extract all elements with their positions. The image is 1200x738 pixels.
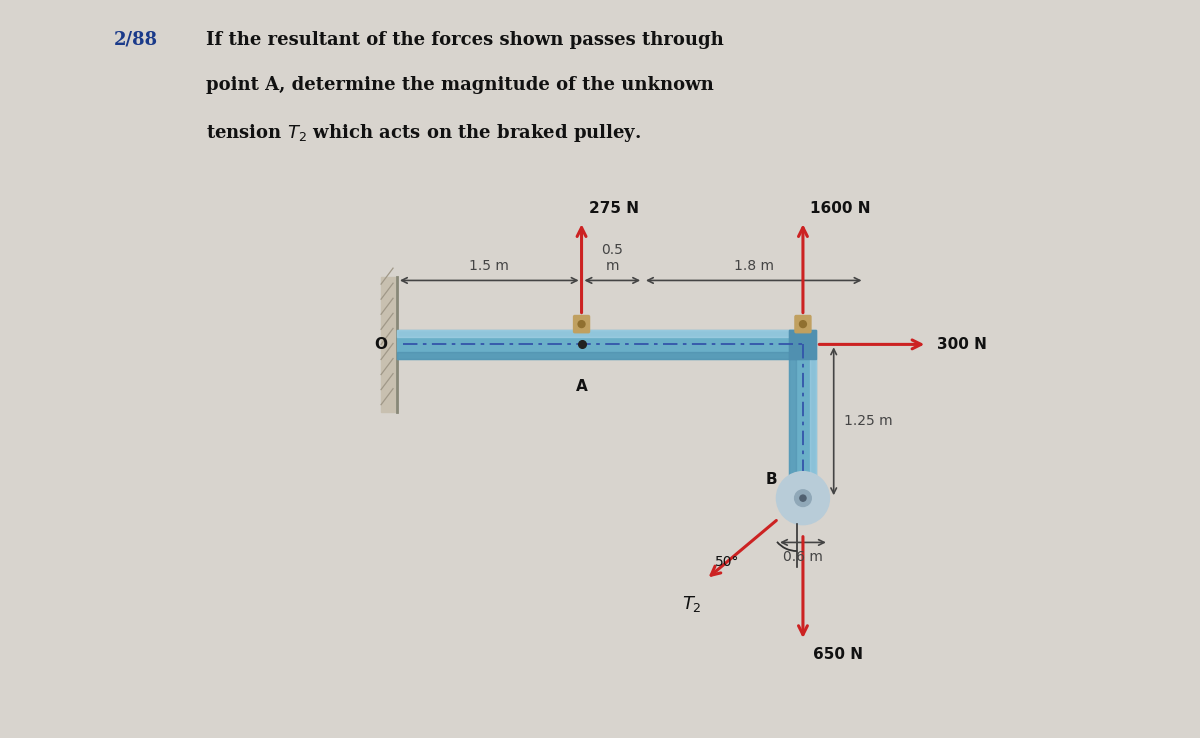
Text: 0.5
m: 0.5 m xyxy=(601,243,623,273)
Text: 275 N: 275 N xyxy=(589,201,638,216)
Circle shape xyxy=(578,321,584,328)
Circle shape xyxy=(800,495,806,501)
Text: tension $T_2$ which acts on the braked pulley.: tension $T_2$ which acts on the braked p… xyxy=(206,122,642,144)
Bar xyxy=(382,277,397,412)
Circle shape xyxy=(778,472,829,524)
Text: 300 N: 300 N xyxy=(937,337,986,352)
Text: 0.6 m: 0.6 m xyxy=(784,550,823,564)
Text: 2/88: 2/88 xyxy=(114,31,158,49)
Text: B: B xyxy=(766,472,778,487)
FancyBboxPatch shape xyxy=(794,316,811,333)
Text: If the resultant of the forces shown passes through: If the resultant of the forces shown pas… xyxy=(206,31,724,49)
FancyBboxPatch shape xyxy=(574,316,589,333)
Bar xyxy=(790,331,816,359)
Text: 1.8 m: 1.8 m xyxy=(733,259,774,273)
Circle shape xyxy=(794,490,811,506)
Bar xyxy=(790,331,816,498)
Text: O: O xyxy=(374,337,388,352)
Text: 1.25 m: 1.25 m xyxy=(844,414,892,428)
Text: 650 N: 650 N xyxy=(812,647,863,662)
Circle shape xyxy=(799,321,806,328)
Text: 1600 N: 1600 N xyxy=(810,201,871,216)
Text: point A, determine the magnitude of the unknown: point A, determine the magnitude of the … xyxy=(206,76,714,94)
Text: 1.5 m: 1.5 m xyxy=(469,259,509,273)
Text: 50°: 50° xyxy=(714,555,739,569)
Bar xyxy=(397,331,803,359)
Text: $T_2$: $T_2$ xyxy=(682,594,702,614)
Text: A: A xyxy=(576,379,588,394)
